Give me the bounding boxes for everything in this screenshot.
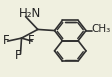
Text: H₂N: H₂N xyxy=(18,7,40,20)
Text: F: F xyxy=(28,33,35,47)
Text: F: F xyxy=(3,33,10,47)
Text: F: F xyxy=(15,49,22,62)
Text: CH₃: CH₃ xyxy=(91,24,110,34)
